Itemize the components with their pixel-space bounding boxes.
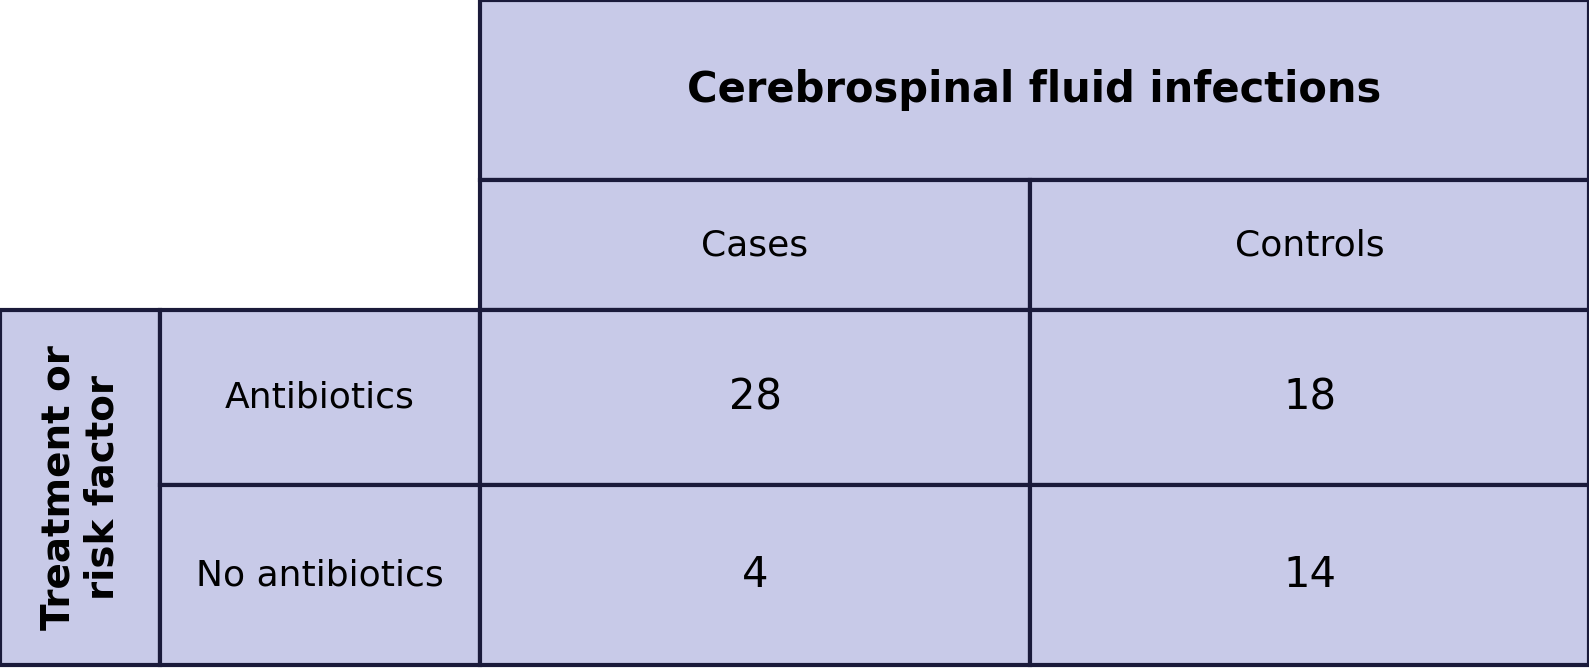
- Text: 28: 28: [728, 377, 782, 419]
- Text: Cerebrospinal fluid infections: Cerebrospinal fluid infections: [688, 69, 1381, 111]
- Text: Cases: Cases: [701, 228, 809, 262]
- Bar: [480, 310, 1030, 485]
- Bar: [1030, 180, 1589, 310]
- Bar: [0, 180, 480, 310]
- Text: 4: 4: [742, 554, 767, 596]
- Bar: [0, 0, 480, 180]
- Text: No antibiotics: No antibiotics: [195, 558, 443, 592]
- Bar: [160, 310, 480, 485]
- Bar: [0, 310, 160, 665]
- Text: Controls: Controls: [1235, 228, 1384, 262]
- Bar: [1030, 485, 1589, 665]
- Text: 14: 14: [1282, 554, 1336, 596]
- Text: Antibiotics: Antibiotics: [226, 381, 415, 415]
- Bar: [1030, 310, 1589, 485]
- Bar: [480, 180, 1030, 310]
- Bar: [480, 485, 1030, 665]
- Text: 18: 18: [1282, 377, 1336, 419]
- Bar: [160, 485, 480, 665]
- Bar: [480, 0, 1589, 180]
- Text: Treatment or
risk factor: Treatment or risk factor: [40, 345, 121, 630]
